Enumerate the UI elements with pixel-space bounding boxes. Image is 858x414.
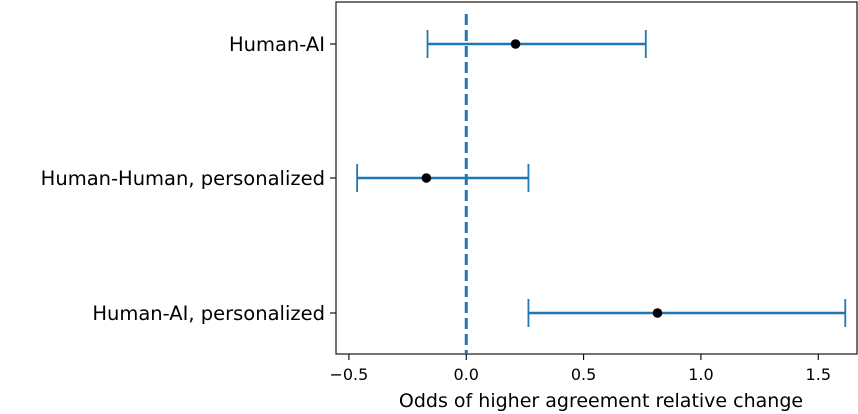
x-tick-label: 0.0 (454, 365, 479, 384)
x-tick-label: −0.5 (329, 365, 368, 384)
x-tick-label: 0.5 (571, 365, 596, 384)
y-axis: Human-AI Human-Human, personalized Human-A… (41, 33, 336, 325)
x-tick-label: 1.5 (806, 365, 831, 384)
series-layer (356, 30, 847, 327)
category-label: Human-Human, personalized (41, 167, 325, 190)
point-estimate (421, 173, 432, 183)
point-estimate (652, 308, 663, 318)
category-label: Human-AI, personalized (92, 302, 325, 325)
x-axis: −0.5 0.0 0.5 1.0 1.5 (329, 354, 831, 384)
point-estimate (510, 39, 521, 49)
category-label: Human-AI (229, 33, 325, 56)
x-tick-label: 1.0 (688, 365, 713, 384)
x-axis-title: Odds of higher agreement relative change (399, 390, 803, 412)
